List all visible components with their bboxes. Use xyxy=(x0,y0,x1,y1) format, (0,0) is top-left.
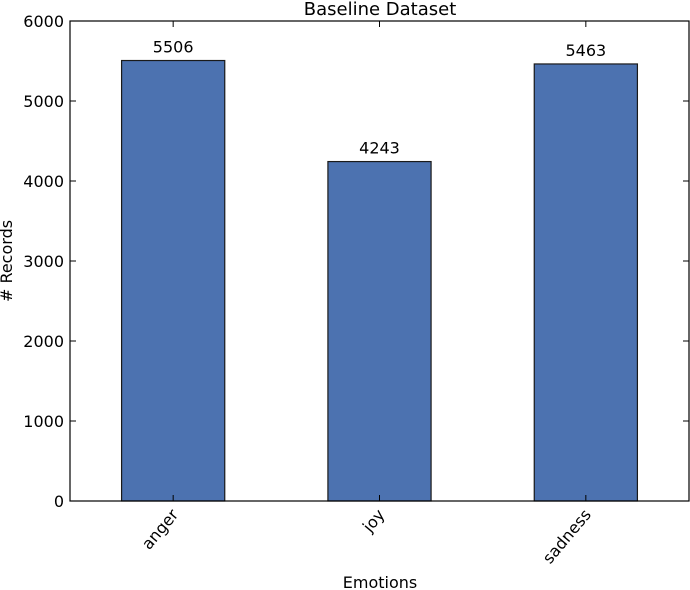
bar-anger xyxy=(120,59,226,502)
chart-title: Baseline Dataset xyxy=(304,0,457,20)
y-tick-label-6000: 6000 xyxy=(23,12,64,31)
bar-sadness xyxy=(533,63,639,502)
plot-frame xyxy=(69,20,690,502)
y-tick-label-3000: 3000 xyxy=(23,252,64,271)
y-tick-label-2000: 2000 xyxy=(23,332,64,351)
y-tick-label-4000: 4000 xyxy=(23,172,64,191)
x-tick-label-anger: anger xyxy=(138,505,183,553)
data-label-anger: 5506 xyxy=(153,38,194,57)
data-label-sadness: 5463 xyxy=(565,41,606,60)
x-tick-label-joy: joy xyxy=(358,505,388,536)
y-tick-label-5000: 5000 xyxy=(23,92,64,111)
plot-area: 5506 anger 4243 joy 5463 sadness 0 1000 2000 3000… xyxy=(23,12,689,567)
bar-joy xyxy=(327,160,432,502)
data-label-joy: 4243 xyxy=(359,139,400,158)
y-axis-label: # Records xyxy=(0,220,16,302)
y-tick-label-1000: 1000 xyxy=(23,412,64,431)
x-axis-label: Emotions xyxy=(343,573,417,590)
x-tick-label-sadness: sadness xyxy=(539,505,595,567)
y-tick-label-0: 0 xyxy=(54,492,64,511)
